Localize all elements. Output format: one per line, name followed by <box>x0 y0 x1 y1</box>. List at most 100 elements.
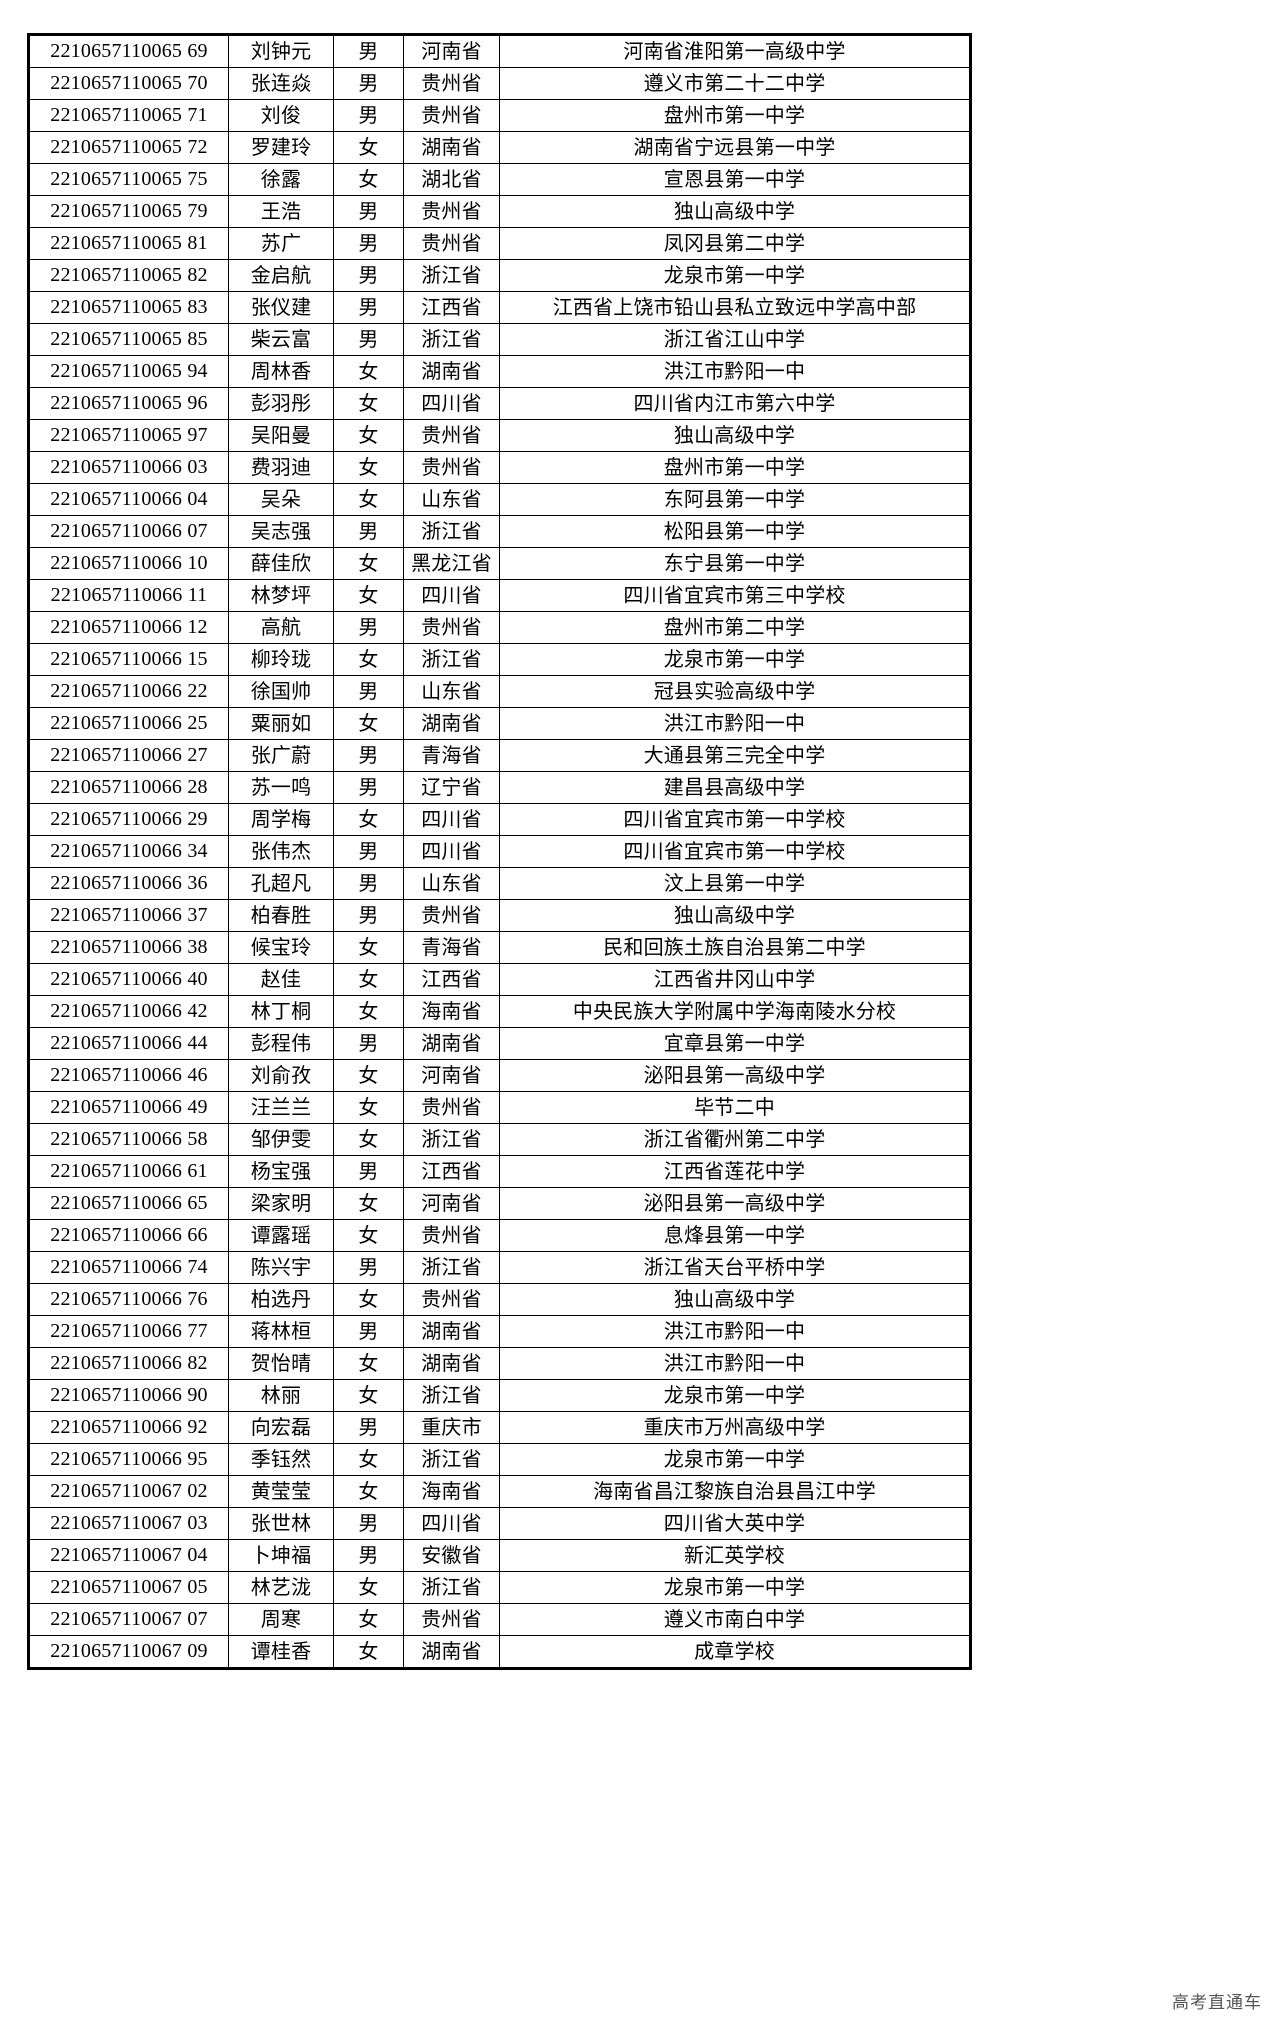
candidate-name: 费羽迪 <box>228 451 334 484</box>
candidate-id: 2210657110066 42 <box>28 995 229 1028</box>
candidate-id: 2210657110066 04 <box>28 483 229 516</box>
candidate-province: 湖南省 <box>403 707 500 740</box>
table-row: 2210657110066 07 吴志强男浙江省 松阳县第一中学 <box>28 515 971 548</box>
table-row: 2210657110066 40 赵佳女江西省 江西省井冈山中学 <box>28 963 971 996</box>
candidate-school: 冠县实验高级中学 <box>499 675 971 708</box>
candidate-sex: 女 <box>333 547 404 580</box>
table-row: 2210657110066 58 邹伊雯女浙江省 浙江省衢州第二中学 <box>28 1123 971 1156</box>
candidate-name: 谭露瑶 <box>228 1219 334 1252</box>
candidate-school: 浙江省天台平桥中学 <box>499 1251 971 1284</box>
candidate-id: 2210657110066 28 <box>28 771 229 804</box>
candidate-school: 洪江市黔阳一中 <box>499 1347 971 1380</box>
candidate-name: 刘俊 <box>228 99 334 132</box>
table-row: 2210657110066 46 刘俞孜女河南省 泌阳县第一高级中学 <box>28 1059 971 1092</box>
candidate-province: 青海省 <box>403 931 500 964</box>
candidate-id: 2210657110067 04 <box>28 1539 229 1572</box>
candidate-province: 湖南省 <box>403 1347 500 1380</box>
candidate-sex: 男 <box>333 323 404 356</box>
table-row: 2210657110067 02 黄莹莹女海南省 海南省昌江黎族自治县昌江中学 <box>28 1475 971 1508</box>
table-row: 2210657110066 29 周学梅女四川省 四川省宜宾市第一中学校 <box>28 803 971 836</box>
candidate-province: 河南省 <box>403 1187 500 1220</box>
candidate-province: 浙江省 <box>403 515 500 548</box>
candidate-province: 贵州省 <box>403 899 500 932</box>
candidate-id: 2210657110066 40 <box>28 963 229 996</box>
candidate-school: 江西省莲花中学 <box>499 1155 971 1188</box>
table-row: 2210657110066 61 杨宝强男江西省 江西省莲花中学 <box>28 1155 971 1188</box>
candidate-school: 盘州市第一中学 <box>499 451 971 484</box>
candidate-sex: 男 <box>333 1155 404 1188</box>
candidate-name: 徐国帅 <box>228 675 334 708</box>
candidate-name: 季钰然 <box>228 1443 334 1476</box>
roster-table-body: 2210657110065 69 刘钟元男河南省 河南省淮阳第一高级中学 221065… <box>28 34 971 1669</box>
candidate-id: 2210657110065 81 <box>28 227 229 260</box>
candidate-id: 2210657110066 49 <box>28 1091 229 1124</box>
candidate-name: 蒋林桓 <box>228 1315 334 1348</box>
candidate-school: 独山高级中学 <box>499 419 971 452</box>
candidate-name: 张仪建 <box>228 291 334 324</box>
candidate-province: 浙江省 <box>403 1443 500 1476</box>
candidate-school: 河南省淮阳第一高级中学 <box>499 34 971 68</box>
candidate-school: 重庆市万州高级中学 <box>499 1411 971 1444</box>
candidate-province: 贵州省 <box>403 451 500 484</box>
candidate-province: 贵州省 <box>403 1603 500 1636</box>
candidate-id: 2210657110066 03 <box>28 451 229 484</box>
candidate-name: 王浩 <box>228 195 334 228</box>
candidate-name: 谭桂香 <box>228 1635 334 1669</box>
candidate-name: 彭羽彤 <box>228 387 334 420</box>
table-row: 2210657110065 75 徐露女湖北省 宣恩县第一中学 <box>28 163 971 196</box>
candidate-province: 浙江省 <box>403 1571 500 1604</box>
candidate-name: 柳玲珑 <box>228 643 334 676</box>
candidate-sex: 男 <box>333 99 404 132</box>
candidate-name: 张伟杰 <box>228 835 334 868</box>
candidate-province: 湖南省 <box>403 1027 500 1060</box>
candidate-sex: 女 <box>333 803 404 836</box>
candidate-id: 2210657110067 07 <box>28 1603 229 1636</box>
candidate-sex: 女 <box>333 1187 404 1220</box>
candidate-id: 2210657110065 96 <box>28 387 229 420</box>
candidate-name: 金启航 <box>228 259 334 292</box>
table-row: 2210657110066 04 吴朵女山东省 东阿县第一中学 <box>28 483 971 516</box>
table-row: 2210657110066 65 梁家明女河南省 泌阳县第一高级中学 <box>28 1187 971 1220</box>
table-row: 2210657110066 66 谭露瑶女贵州省 息烽县第一中学 <box>28 1219 971 1252</box>
candidate-name: 汪兰兰 <box>228 1091 334 1124</box>
candidate-province: 贵州省 <box>403 67 500 100</box>
candidate-sex: 男 <box>333 34 404 68</box>
candidate-school: 成章学校 <box>499 1635 971 1669</box>
candidate-id: 2210657110066 10 <box>28 547 229 580</box>
candidate-school: 湖南省宁远县第一中学 <box>499 131 971 164</box>
candidate-sex: 女 <box>333 1635 404 1669</box>
candidate-id: 2210657110066 82 <box>28 1347 229 1380</box>
candidate-province: 江西省 <box>403 1155 500 1188</box>
candidate-id: 2210657110066 95 <box>28 1443 229 1476</box>
candidate-id: 2210657110067 09 <box>28 1635 229 1669</box>
candidate-sex: 女 <box>333 483 404 516</box>
candidate-id: 2210657110066 36 <box>28 867 229 900</box>
candidate-id: 2210657110066 66 <box>28 1219 229 1252</box>
candidate-school: 四川省宜宾市第一中学校 <box>499 835 971 868</box>
candidate-province: 辽宁省 <box>403 771 500 804</box>
candidate-school: 四川省宜宾市第一中学校 <box>499 803 971 836</box>
candidate-sex: 女 <box>333 1603 404 1636</box>
candidate-province: 山东省 <box>403 483 500 516</box>
candidate-province: 湖南省 <box>403 355 500 388</box>
candidate-sex: 男 <box>333 1027 404 1060</box>
candidate-province: 安徽省 <box>403 1539 500 1572</box>
candidate-sex: 男 <box>333 1251 404 1284</box>
candidate-sex: 男 <box>333 291 404 324</box>
candidate-sex: 女 <box>333 1059 404 1092</box>
candidate-province: 青海省 <box>403 739 500 772</box>
candidate-sex: 女 <box>333 643 404 676</box>
candidate-school: 民和回族土族自治县第二中学 <box>499 931 971 964</box>
candidate-sex: 女 <box>333 451 404 484</box>
candidate-sex: 男 <box>333 867 404 900</box>
candidate-province: 浙江省 <box>403 1251 500 1284</box>
candidate-id: 2210657110065 83 <box>28 291 229 324</box>
candidate-name: 黄莹莹 <box>228 1475 334 1508</box>
candidate-school: 洪江市黔阳一中 <box>499 1315 971 1348</box>
candidate-name: 苏广 <box>228 227 334 260</box>
candidate-school: 独山高级中学 <box>499 1283 971 1316</box>
candidate-school: 四川省宜宾市第三中学校 <box>499 579 971 612</box>
candidate-province: 山东省 <box>403 675 500 708</box>
candidate-id: 2210657110066 46 <box>28 1059 229 1092</box>
table-row: 2210657110065 94 周林香女湖南省 洪江市黔阳一中 <box>28 355 971 388</box>
